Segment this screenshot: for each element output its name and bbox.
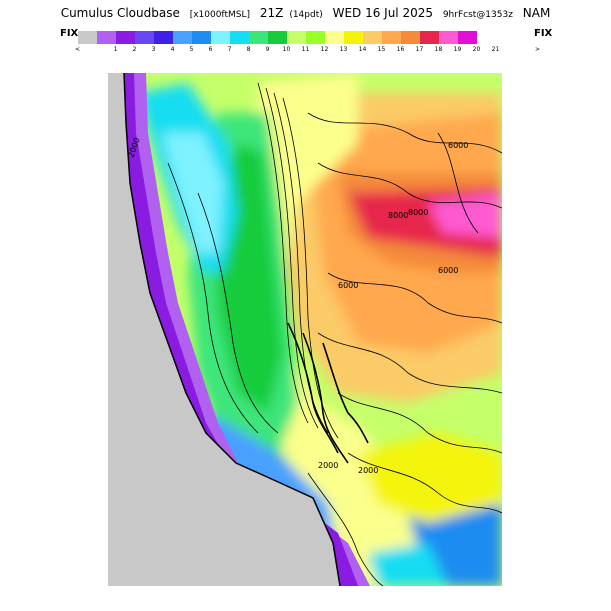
fix-label-right: FIX	[534, 28, 553, 39]
heavy-contours	[287, 322, 369, 464]
valid-date: WED 16 Jul 2025	[332, 6, 433, 20]
map-title: Cumulus Cloudbase [x1000ftMSL] 21Z (14pdt…	[0, 6, 611, 20]
contour-label: 8000	[388, 211, 408, 220]
scale-tick-label: 2	[132, 46, 137, 53]
color-scale	[78, 31, 477, 44]
scale-tick-label: 17	[415, 46, 424, 53]
scale-swatch	[249, 31, 268, 44]
scale-tick-label: 19	[453, 46, 462, 53]
scale-swatch	[116, 31, 135, 44]
scale-swatch	[401, 31, 420, 44]
scale-swatch	[382, 31, 401, 44]
contour-label: 6000	[448, 141, 468, 150]
scale-high-marker: >	[534, 46, 541, 53]
contour-label: 8000	[408, 208, 428, 217]
scale-swatch	[135, 31, 154, 44]
model-name: NAM	[522, 6, 551, 20]
ocean-area	[108, 73, 340, 586]
scale-low-marker: <	[74, 46, 81, 53]
scale-swatch	[363, 31, 382, 44]
scale-swatch	[306, 31, 325, 44]
scale-tick-label: 10	[282, 46, 291, 53]
contour-label: 2000	[358, 466, 378, 475]
scale-swatch	[344, 31, 363, 44]
forecast-label: 9hrFcst@1353z	[442, 10, 513, 20]
valid-time: 21Z	[259, 6, 284, 20]
fix-label-left: FIX	[60, 28, 79, 39]
contour-label: 6000	[338, 281, 358, 290]
scale-swatch	[420, 31, 439, 44]
scale-tick-label: 21	[491, 46, 500, 53]
coastline	[123, 73, 341, 586]
scale-tick-label: 8	[246, 46, 251, 53]
scale-tick-label: 1	[113, 46, 118, 53]
scale-tick-label: 14	[358, 46, 367, 53]
scale-swatch	[458, 31, 477, 44]
scale-swatch	[439, 31, 458, 44]
scale-swatch	[97, 31, 116, 44]
scale-tick-label: 16	[396, 46, 405, 53]
scale-swatch	[287, 31, 306, 44]
scale-swatch	[325, 31, 344, 44]
scale-tick-label: 20	[472, 46, 481, 53]
scale-swatch	[192, 31, 211, 44]
scale-swatch	[154, 31, 173, 44]
scale-tick-label: 7	[227, 46, 232, 53]
color-scale-ticks: < > 1 2 3 4 5 6 7 8 9 10 11 12 13 14 15 16 17 18 19 20 21	[68, 46, 540, 58]
scale-tick-label: 3	[151, 46, 156, 53]
scale-tick-label: 15	[377, 46, 386, 53]
scale-tick-label: 18	[434, 46, 443, 53]
scale-tick-label: 5	[189, 46, 194, 53]
scale-tick-label: 12	[320, 46, 329, 53]
contour-label: 6000	[438, 266, 458, 275]
contour-label: 2000	[318, 461, 338, 470]
map-canvas: 8000 8000 6000 6000 6000 2000 2000 2000	[108, 73, 502, 586]
scale-tick-label: 4	[170, 46, 175, 53]
forecast-map: 8000 8000 6000 6000 6000 2000 2000 2000	[108, 73, 502, 586]
scale-swatch	[230, 31, 249, 44]
scale-tick-label: 9	[265, 46, 270, 53]
scale-swatch	[211, 31, 230, 44]
scale-tick-label: 13	[339, 46, 348, 53]
units-label: [x1000ftMSL]	[189, 10, 250, 20]
local-time: (14pdt)	[289, 10, 323, 20]
scale-tick-label: 6	[208, 46, 213, 53]
scale-swatch	[173, 31, 192, 44]
scale-swatch	[78, 31, 97, 44]
scale-tick-label: 11	[301, 46, 310, 53]
product-name: Cumulus Cloudbase	[60, 6, 180, 20]
scale-swatch	[268, 31, 287, 44]
